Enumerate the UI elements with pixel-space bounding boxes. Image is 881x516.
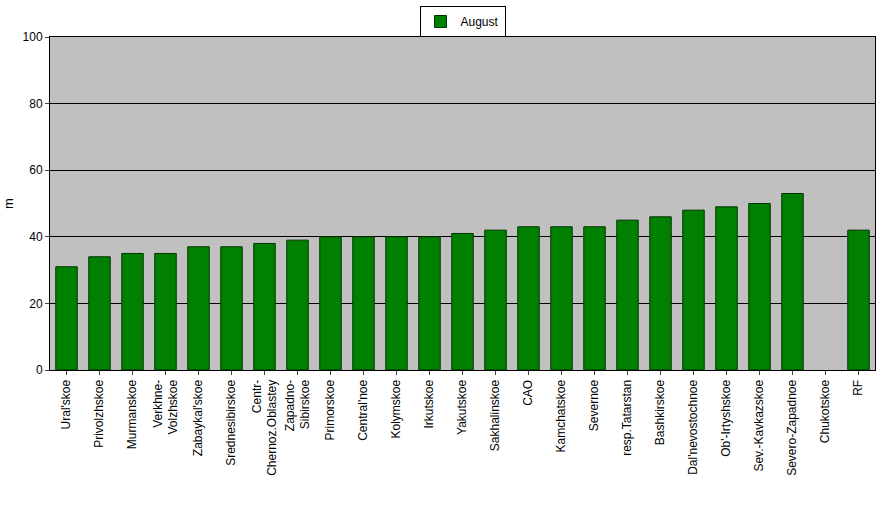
svg-text:CAO: CAO [521,380,535,406]
svg-text:Ural'skoe: Ural'skoe [59,379,73,429]
svg-text:Kamchatskoe: Kamchatskoe [554,379,568,452]
svg-text:Chukotskoe: Chukotskoe [818,379,832,443]
svg-text:40: 40 [29,230,43,244]
svg-text:Zabaykal'skoe: Zabaykal'skoe [191,379,205,456]
svg-text:Dal'nevostochnoe: Dal'nevostochnoe [686,379,700,474]
svg-text:Bashkirskoe: Bashkirskoe [653,379,667,445]
svg-text:0: 0 [36,363,43,377]
svg-text:Severo-Zapadnoe: Severo-Zapadnoe [785,379,799,475]
svg-text:Yakutskoe: Yakutskoe [455,379,469,434]
svg-text:m: m [1,198,16,209]
svg-text:August: August [461,15,499,29]
svg-text:60: 60 [29,163,43,177]
svg-text:Kolymskoe: Kolymskoe [389,379,403,438]
svg-text:Srednesibirskoe: Srednesibirskoe [224,379,238,465]
svg-text:Irkutskoe: Irkutskoe [422,379,436,428]
svg-text:Privolzhskoe: Privolzhskoe [92,379,106,447]
svg-text:Verkhne-Volzhskoe: Verkhne-Volzhskoe [151,379,181,434]
svg-text:Severnoe: Severnoe [587,379,601,431]
svg-text:80: 80 [29,97,43,111]
svg-text:Central'noe: Central'noe [356,379,370,440]
svg-text:100: 100 [23,30,43,44]
svg-text:Murmanskoe: Murmanskoe [125,379,139,449]
svg-text:Sev.-Kavkazskoe: Sev.-Kavkazskoe [752,379,766,471]
svg-text:20: 20 [29,297,43,311]
svg-text:Primorskoe: Primorskoe [323,379,337,440]
svg-text:Centr-Chernoz.Oblastey: Centr-Chernoz.Oblastey [250,380,280,476]
svg-text:Sakhalinskoe: Sakhalinskoe [488,379,502,451]
svg-text:Zapadno-Sibirskoe: Zapadno-Sibirskoe [283,379,313,431]
svg-text:resp.Tatarstan: resp.Tatarstan [620,380,634,456]
svg-text:RF: RF [851,380,865,396]
svg-text:Ob'-Irtyshskoe: Ob'-Irtyshskoe [719,379,733,456]
